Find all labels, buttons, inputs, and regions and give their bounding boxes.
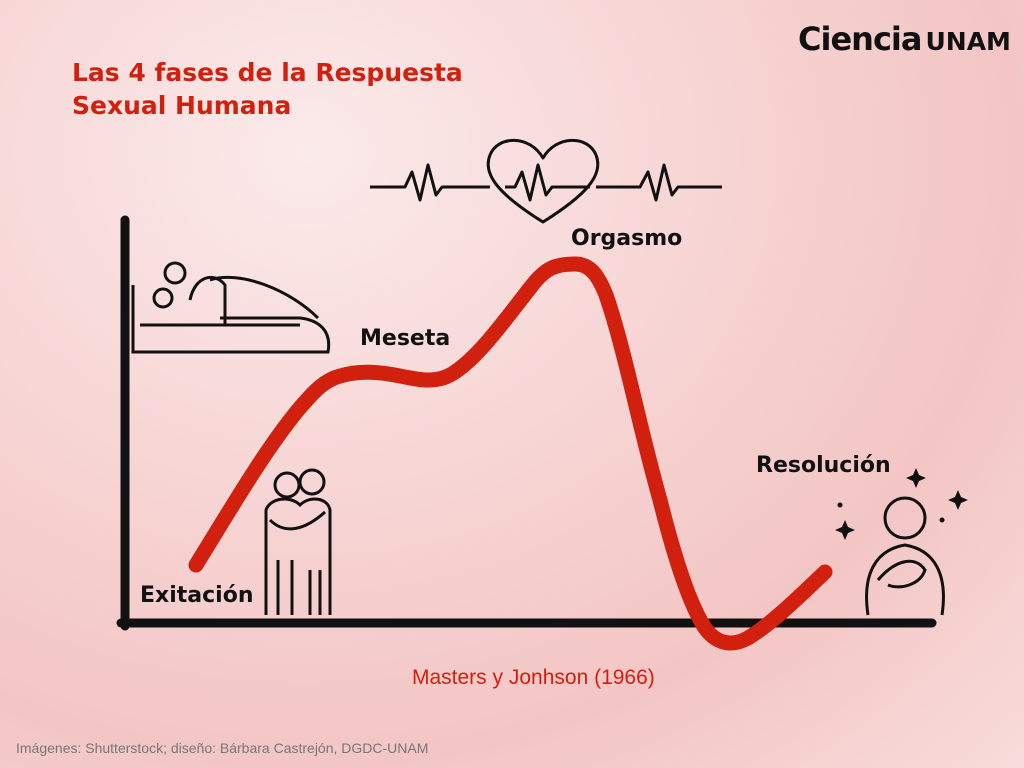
phase-label-orgasm: Orgasmo (571, 226, 683, 251)
response-curve (188, 256, 833, 651)
couple-in-bed-icon (131, 261, 331, 354)
phase-label-resolution: Resolución (756, 453, 891, 478)
heartbeat-heart-icon (370, 138, 722, 224)
image-credit: Imágenes: Shutterstock; diseño: Bárbara … (16, 740, 429, 756)
infographic-title: Las 4 fases de la Respuesta Sexual Human… (72, 56, 463, 122)
ciencia-unam-logo: Ciencia UNAM (798, 20, 1011, 58)
logo-ciencia: Ciencia (798, 20, 922, 58)
title-line-2: Sexual Humana (72, 91, 292, 120)
citation: Masters y Jonhson (1966) (412, 666, 655, 689)
couple-hugging-icon (264, 468, 332, 615)
calm-person-icon (867, 498, 945, 616)
phase-label-excitation: Exitación (140, 583, 254, 608)
sparkle-icons (835, 468, 968, 540)
logo-unam: UNAM (925, 27, 1011, 56)
title-line-1: Las 4 fases de la Respuesta (72, 58, 463, 87)
phase-label-plateau: Meseta (360, 326, 451, 351)
